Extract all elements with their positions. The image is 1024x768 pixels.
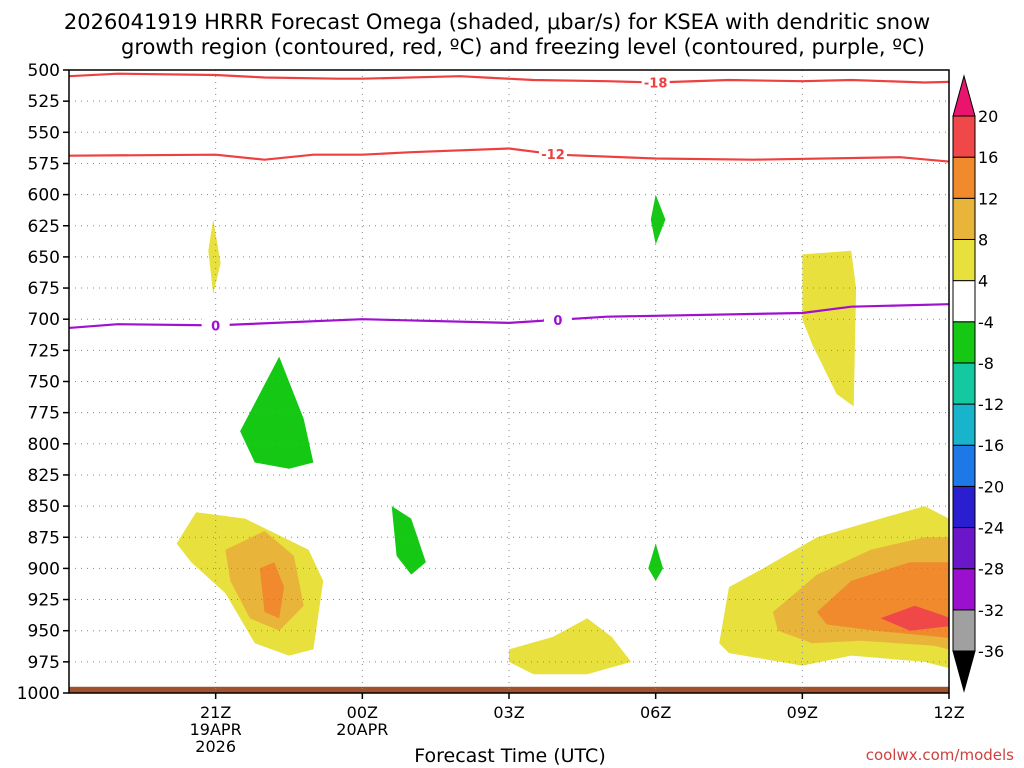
omega-region-green-610-lobe — [650, 194, 666, 245]
y-tick-label: 900 — [28, 559, 60, 579]
omega-region-green-875-lobe — [391, 506, 426, 575]
y-tick-label: 750 — [28, 373, 60, 393]
colorbar-box — [952, 238, 976, 282]
colorbar-box — [952, 485, 976, 529]
colorbar-label: 4 — [978, 272, 988, 291]
colorbar-box — [952, 609, 976, 652]
colorbar-box — [952, 444, 976, 487]
surface-layer-strip — [69, 686, 949, 693]
colorbar-box — [952, 280, 976, 323]
colorbar-label: -20 — [978, 477, 1004, 496]
colorbar-label: -24 — [978, 519, 1004, 538]
colorbar-box — [952, 321, 976, 364]
y-tick-label: 575 — [28, 154, 60, 174]
colorbar-label: -36 — [978, 642, 1004, 661]
colorbar-box — [952, 362, 976, 405]
colorbar-top-arrow — [952, 74, 976, 117]
omega-region-darkorange-left-low — [259, 562, 285, 619]
omega-region-yellow-650-lobe — [208, 219, 221, 295]
chart-title-line-2: growth region (contoured, red, ºC) and f… — [121, 35, 925, 59]
contour-label-bg — [539, 146, 567, 163]
y-tick-label: 525 — [28, 92, 60, 112]
y-tick-label: 950 — [28, 622, 60, 642]
x-tick-label: 21Z — [200, 703, 231, 722]
site-credit: coolwx.com/models — [866, 746, 1014, 764]
omega-shaded-regions — [69, 194, 949, 693]
y-tick-label: 550 — [28, 123, 60, 143]
colorbar-box — [952, 527, 976, 570]
colorbar-label: -8 — [978, 354, 994, 373]
contour-line-dendritic-minus-12 — [69, 147, 949, 163]
y-tick-label: 600 — [28, 186, 60, 206]
contour-label-freezing-level: 0 — [553, 314, 562, 329]
colorbar-label: -16 — [978, 436, 1004, 455]
y-tick-label: 500 — [28, 61, 60, 81]
contour-label-bg — [543, 311, 572, 328]
contour-label-dendritic-minus-12: -12 — [541, 148, 565, 163]
x-tick-label: 2026 — [195, 737, 236, 756]
omega-colorbar: -36 -32 -28 -24 -20 -16 -12 -8 -4 4 8 12 16 20 — [952, 74, 1004, 693]
colorbar-label: 12 — [978, 189, 998, 208]
y-tick-label: 650 — [28, 248, 60, 268]
colorbar-box — [952, 197, 976, 240]
omega-region-green-775-lobe — [240, 356, 314, 469]
contour-label-bg — [641, 74, 670, 91]
temperature-contours: -18 -12 0 0 — [69, 72, 949, 334]
colorbar-label: 16 — [978, 148, 998, 167]
colorbar-label: -28 — [978, 560, 1004, 579]
y-tick-label: 975 — [28, 653, 60, 673]
colorbar-bottom-arrow — [952, 650, 976, 693]
x-axis-label: Forecast Time (UTC) — [414, 745, 605, 767]
colorbar-label: -12 — [978, 395, 1004, 414]
x-tick-label: 09Z — [787, 703, 818, 722]
y-tick-label: 875 — [28, 528, 60, 548]
omega-region-red-right-low — [880, 605, 949, 631]
contour-label-dendritic-minus-18: -18 — [644, 76, 668, 91]
y-tick-label: 925 — [28, 591, 60, 611]
colorbar-label: 8 — [978, 230, 988, 249]
colorbar-box — [952, 115, 976, 158]
colorbar-label: -32 — [978, 601, 1004, 620]
omega-region-yellow-700-lobe — [802, 250, 857, 407]
x-tick-label: 20APR — [336, 720, 388, 739]
x-tick-label: 03Z — [493, 703, 524, 722]
colorbar-box — [952, 156, 976, 199]
y-tick-label: 625 — [28, 217, 60, 237]
y-axis-ticks: 500 525 550 575 600 625 650 675 700 725 750 775 800 8… — [17, 61, 69, 704]
x-tick-label: 19APR — [190, 720, 242, 739]
contour-label-freezing-level: 0 — [211, 319, 220, 334]
y-tick-label: 725 — [28, 341, 60, 361]
y-tick-label: 700 — [28, 310, 60, 330]
y-tick-label: 800 — [28, 435, 60, 455]
contour-line-dendritic-minus-18 — [69, 72, 949, 84]
colorbar-box — [952, 568, 976, 611]
omega-region-yellow-bottom-center — [509, 618, 632, 675]
chart-title-line-1: 2026041919 HRRR Forecast Omega (shaded, … — [64, 10, 930, 34]
y-tick-label: 675 — [28, 279, 60, 299]
x-tick-label: 12Z — [933, 703, 964, 722]
x-tick-label: 00Z — [347, 703, 378, 722]
y-tick-label: 1000 — [17, 684, 60, 704]
x-tick-label: 06Z — [640, 703, 671, 722]
colorbar-label: 20 — [978, 107, 998, 126]
colorbar-box — [952, 403, 976, 446]
y-tick-label: 825 — [28, 466, 60, 486]
colorbar-label: -4 — [978, 313, 994, 332]
y-tick-label: 775 — [28, 404, 60, 424]
y-tick-label: 850 — [28, 497, 60, 517]
contour-label-bg — [201, 317, 230, 334]
